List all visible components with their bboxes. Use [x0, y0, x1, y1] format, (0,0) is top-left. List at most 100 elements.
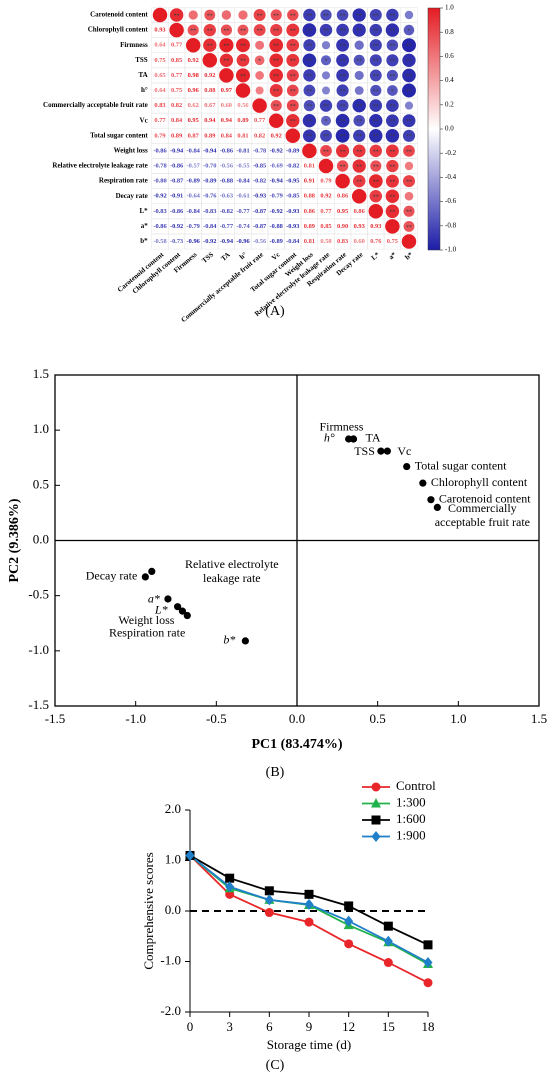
correlation-value: -0.89	[286, 147, 299, 154]
point-label: Carotenoid content	[439, 491, 531, 505]
cell	[400, 233, 418, 250]
x-tick-label: 18	[422, 1019, 435, 1034]
row-label: Decay rate	[116, 192, 148, 200]
correlation-circle	[352, 159, 366, 173]
colorbar-tick-label: 0.2	[445, 100, 454, 108]
y-tick-label: -0.5	[28, 587, 49, 602]
correlation-circle	[336, 23, 349, 37]
correlation-circle	[404, 101, 414, 110]
correlation-value: 0.82	[254, 132, 265, 139]
significance: **	[373, 59, 379, 65]
correlation-circle	[254, 55, 265, 66]
x-tick-label: 0.0	[289, 711, 305, 726]
point	[183, 611, 191, 620]
correlation-circle	[219, 68, 234, 83]
correlation-circle	[336, 144, 350, 158]
correlation-value: 0.81	[304, 162, 315, 169]
correlation-circle	[286, 99, 299, 112]
correlation-circle	[203, 23, 216, 37]
significance: **	[340, 104, 346, 110]
correlation-circle	[322, 86, 330, 95]
significance: **	[290, 104, 296, 110]
correlation-circle	[252, 98, 267, 113]
significance: **	[340, 134, 346, 140]
correlation-circle	[354, 70, 364, 80]
significance: **	[389, 134, 395, 140]
correlation-circle	[253, 24, 266, 37]
correlation-circle	[269, 84, 283, 97]
significance: **	[356, 28, 362, 34]
correlation-circle	[402, 129, 416, 142]
point	[377, 447, 385, 455]
correlation-circle	[285, 128, 301, 144]
correlation-circle	[255, 71, 264, 80]
colorbar-tick-label: -0.8	[445, 221, 457, 229]
correlation-circle	[369, 129, 383, 143]
point-label-box: Commercially acceptable fruit rate	[435, 501, 530, 529]
marker	[264, 894, 274, 906]
significance: **	[389, 179, 395, 185]
correlation-circle	[270, 100, 282, 112]
point-label-box: Relative electrolyte leakage rate	[185, 557, 279, 585]
significance: **	[389, 119, 395, 125]
significance: **	[323, 13, 329, 19]
point-label: Vc	[397, 444, 411, 458]
marker	[304, 898, 314, 910]
x-tick-label: -1.0	[125, 711, 146, 726]
column-label: Vc	[270, 251, 281, 262]
correlation-value: 0.97	[221, 87, 233, 94]
y-axis-label: Comprehensive scores	[141, 852, 156, 969]
significance: **	[190, 28, 196, 34]
colorbar-tick-label: -1.0	[445, 246, 457, 254]
significance: **	[240, 59, 246, 65]
significance: **	[340, 13, 346, 19]
significance: **	[273, 13, 279, 19]
point	[241, 637, 249, 645]
significance: **	[373, 89, 379, 95]
caption: (B)	[266, 765, 285, 780]
significance: **	[356, 119, 362, 125]
correlation-circle	[402, 114, 416, 128]
significance: **	[240, 74, 246, 80]
correlation-circle	[351, 188, 367, 204]
significance: **	[257, 28, 263, 34]
significance: **	[223, 59, 229, 65]
point-label: Total sugar content	[415, 458, 507, 472]
significance: **	[356, 179, 362, 185]
colorbar-tick-label: 1.0	[445, 4, 454, 12]
correlation-value: 0.58	[320, 238, 331, 245]
correlation-value: 0.92	[271, 132, 282, 139]
correlation-value: -0.84	[236, 178, 250, 185]
correlation-circle	[352, 8, 366, 22]
y-tick-label: 1.5	[33, 366, 49, 381]
correlation-circle	[402, 175, 416, 188]
significance: **	[290, 28, 296, 34]
significance: **	[406, 134, 412, 140]
x-axis-label: Storage time (d)	[267, 1037, 351, 1052]
correlation-value: 0.89	[304, 223, 315, 230]
correlation-value: -0.69	[270, 162, 283, 169]
column-label: TSS	[200, 251, 215, 265]
y-tick-label: 2.0	[165, 801, 181, 816]
point-label: b*	[223, 633, 235, 647]
correlation-value: -0.61	[236, 193, 249, 200]
legend-marker	[371, 782, 381, 792]
row-label: Respiration rate	[99, 177, 148, 185]
point-label: Weight loss	[118, 613, 174, 627]
correlation-value: -0.92	[270, 147, 283, 154]
correlation-circle	[336, 84, 349, 97]
correlation-circle	[385, 23, 400, 37]
correlation-value: -0.86	[170, 208, 184, 215]
correlation-circle	[386, 69, 398, 81]
correlation-circle	[386, 159, 399, 173]
correlation-circle	[303, 8, 316, 22]
x-tick-label: 1.0	[450, 711, 466, 726]
colorbar-tick-label: 0.0	[445, 125, 454, 133]
correlation-circle	[303, 99, 316, 112]
correlation-circle	[387, 85, 398, 96]
point	[383, 447, 391, 455]
correlation-circle	[286, 69, 299, 82]
significance: **	[207, 13, 213, 19]
significance: *	[325, 59, 328, 65]
correlation-value: -0.93	[286, 208, 299, 215]
